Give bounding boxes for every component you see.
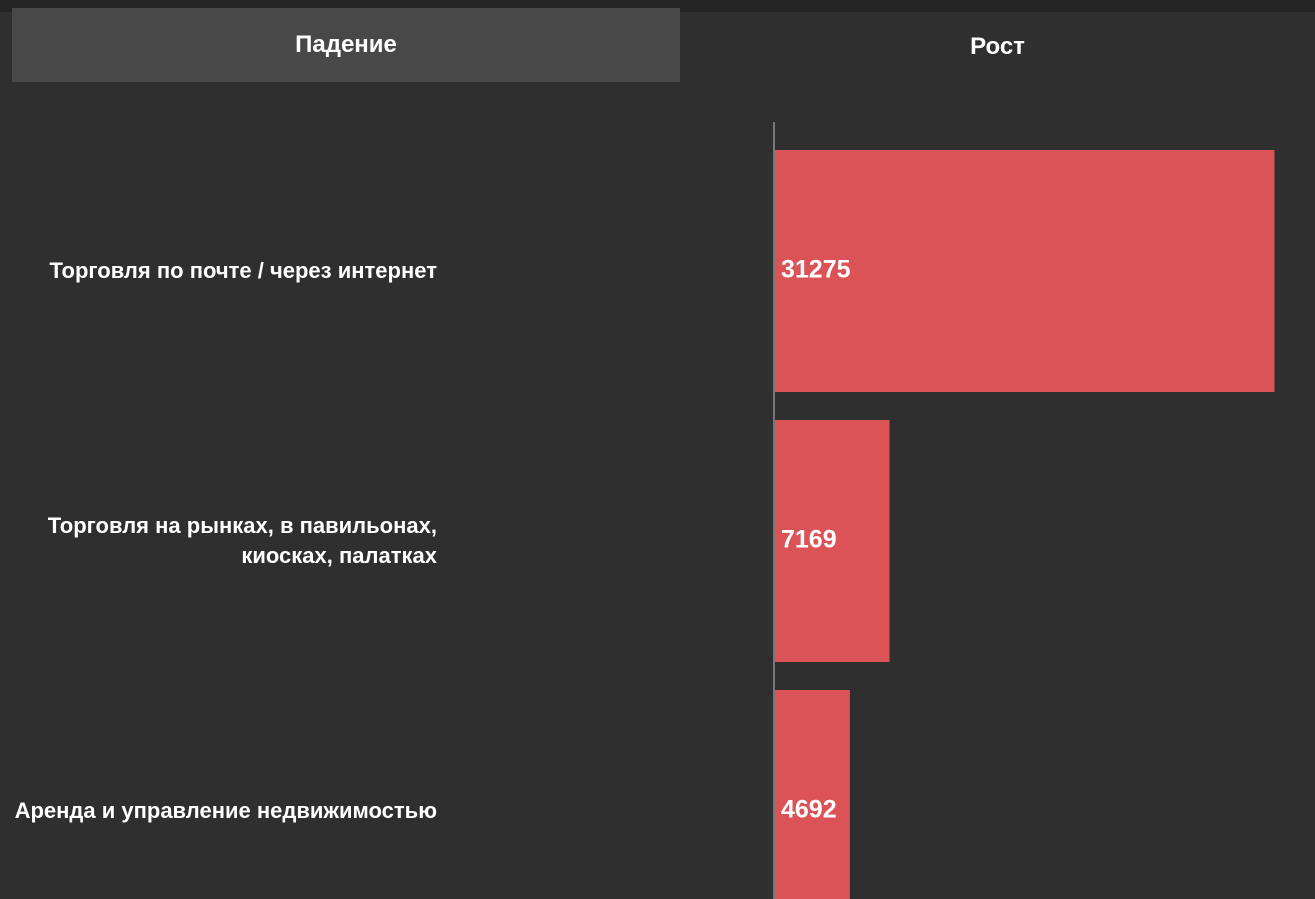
bar bbox=[775, 420, 890, 662]
tab-active[interactable]: Рост bbox=[680, 12, 1315, 82]
category-label: Аренда и управление недвижимостью bbox=[14, 798, 437, 823]
value-label: 31275 bbox=[781, 256, 851, 284]
value-label: 4692 bbox=[781, 796, 837, 824]
category-label: Торговля на рынках, в павильонах, киоска… bbox=[47, 513, 437, 568]
value-label: 7169 bbox=[781, 526, 837, 554]
category-label: Торговля по почте / через интернет bbox=[49, 258, 437, 283]
bar bbox=[775, 690, 850, 899]
bar bbox=[775, 150, 1275, 392]
tab[interactable]: Падение bbox=[12, 8, 680, 82]
